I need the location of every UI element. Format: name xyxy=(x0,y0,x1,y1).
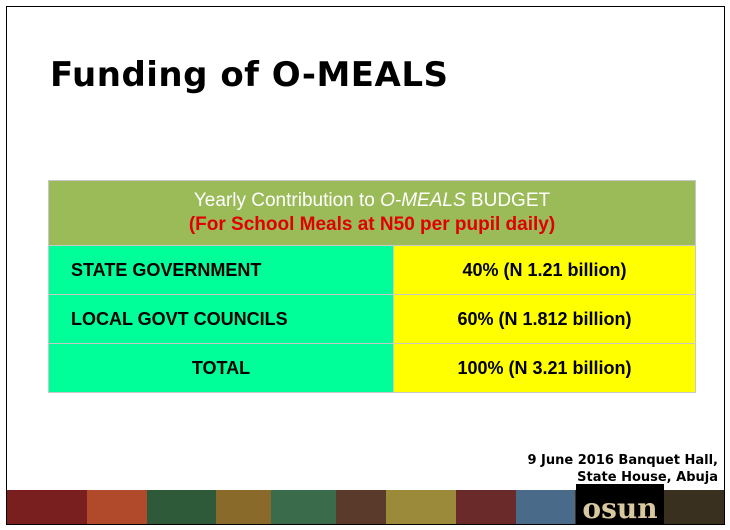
fabric-swatch xyxy=(515,490,576,524)
event-note: 9 June 2016 Banquet Hall, State House, A… xyxy=(527,452,718,486)
table-row: LOCAL GOVT COUNCILS 60% (N 1.812 billion… xyxy=(48,294,696,344)
row-value-local-govt-councils: 60% (N 1.812 billion) xyxy=(393,294,696,344)
budget-table: Yearly Contribution to O-MEALS BUDGET (F… xyxy=(48,180,696,393)
fabric-swatch xyxy=(86,490,147,524)
table-row: STATE GOVERNMENT 40% (N 1.21 billion) xyxy=(48,245,696,295)
header-title-emphasis: O-MEALS xyxy=(380,190,466,211)
slide: Funding of O-MEALS Yearly Contribution t… xyxy=(6,6,725,525)
fabric-swatch xyxy=(271,490,337,524)
fabric-swatch xyxy=(7,490,87,524)
table-header-cell: Yearly Contribution to O-MEALS BUDGET (F… xyxy=(48,180,696,246)
row-value-total: 100% (N 3.21 billion) xyxy=(393,343,696,393)
table-header-row: Yearly Contribution to O-MEALS BUDGET (F… xyxy=(48,180,696,246)
osun-logo-text: osun xyxy=(582,492,658,524)
fabric-swatch xyxy=(146,490,217,524)
event-note-line-1: 9 June 2016 Banquet Hall, xyxy=(527,453,718,468)
row-label-state-government: STATE GOVERNMENT xyxy=(48,245,394,295)
table-header-title: Yearly Contribution to O-MEALS BUDGET xyxy=(49,189,695,213)
header-title-prefix: Yearly Contribution to xyxy=(193,190,381,211)
fabric-swatch xyxy=(336,490,386,524)
header-title-suffix: BUDGET xyxy=(465,190,551,211)
event-note-line-2: State House, Abuja xyxy=(577,470,718,485)
table-header-subtitle: (For School Meals at N50 per pupil daily… xyxy=(188,214,556,235)
row-label-total: TOTAL xyxy=(48,343,394,393)
row-value-state-government: 40% (N 1.21 billion) xyxy=(393,245,696,295)
table-row: TOTAL 100% (N 3.21 billion) xyxy=(48,343,696,393)
fabric-swatch xyxy=(216,490,272,524)
row-label-local-govt-councils: LOCAL GOVT COUNCILS xyxy=(48,294,394,344)
osun-logo: osun xyxy=(576,484,664,524)
slide-title: Funding of O-MEALS xyxy=(50,55,449,95)
fabric-swatch xyxy=(385,490,456,524)
fabric-swatch xyxy=(455,490,516,524)
